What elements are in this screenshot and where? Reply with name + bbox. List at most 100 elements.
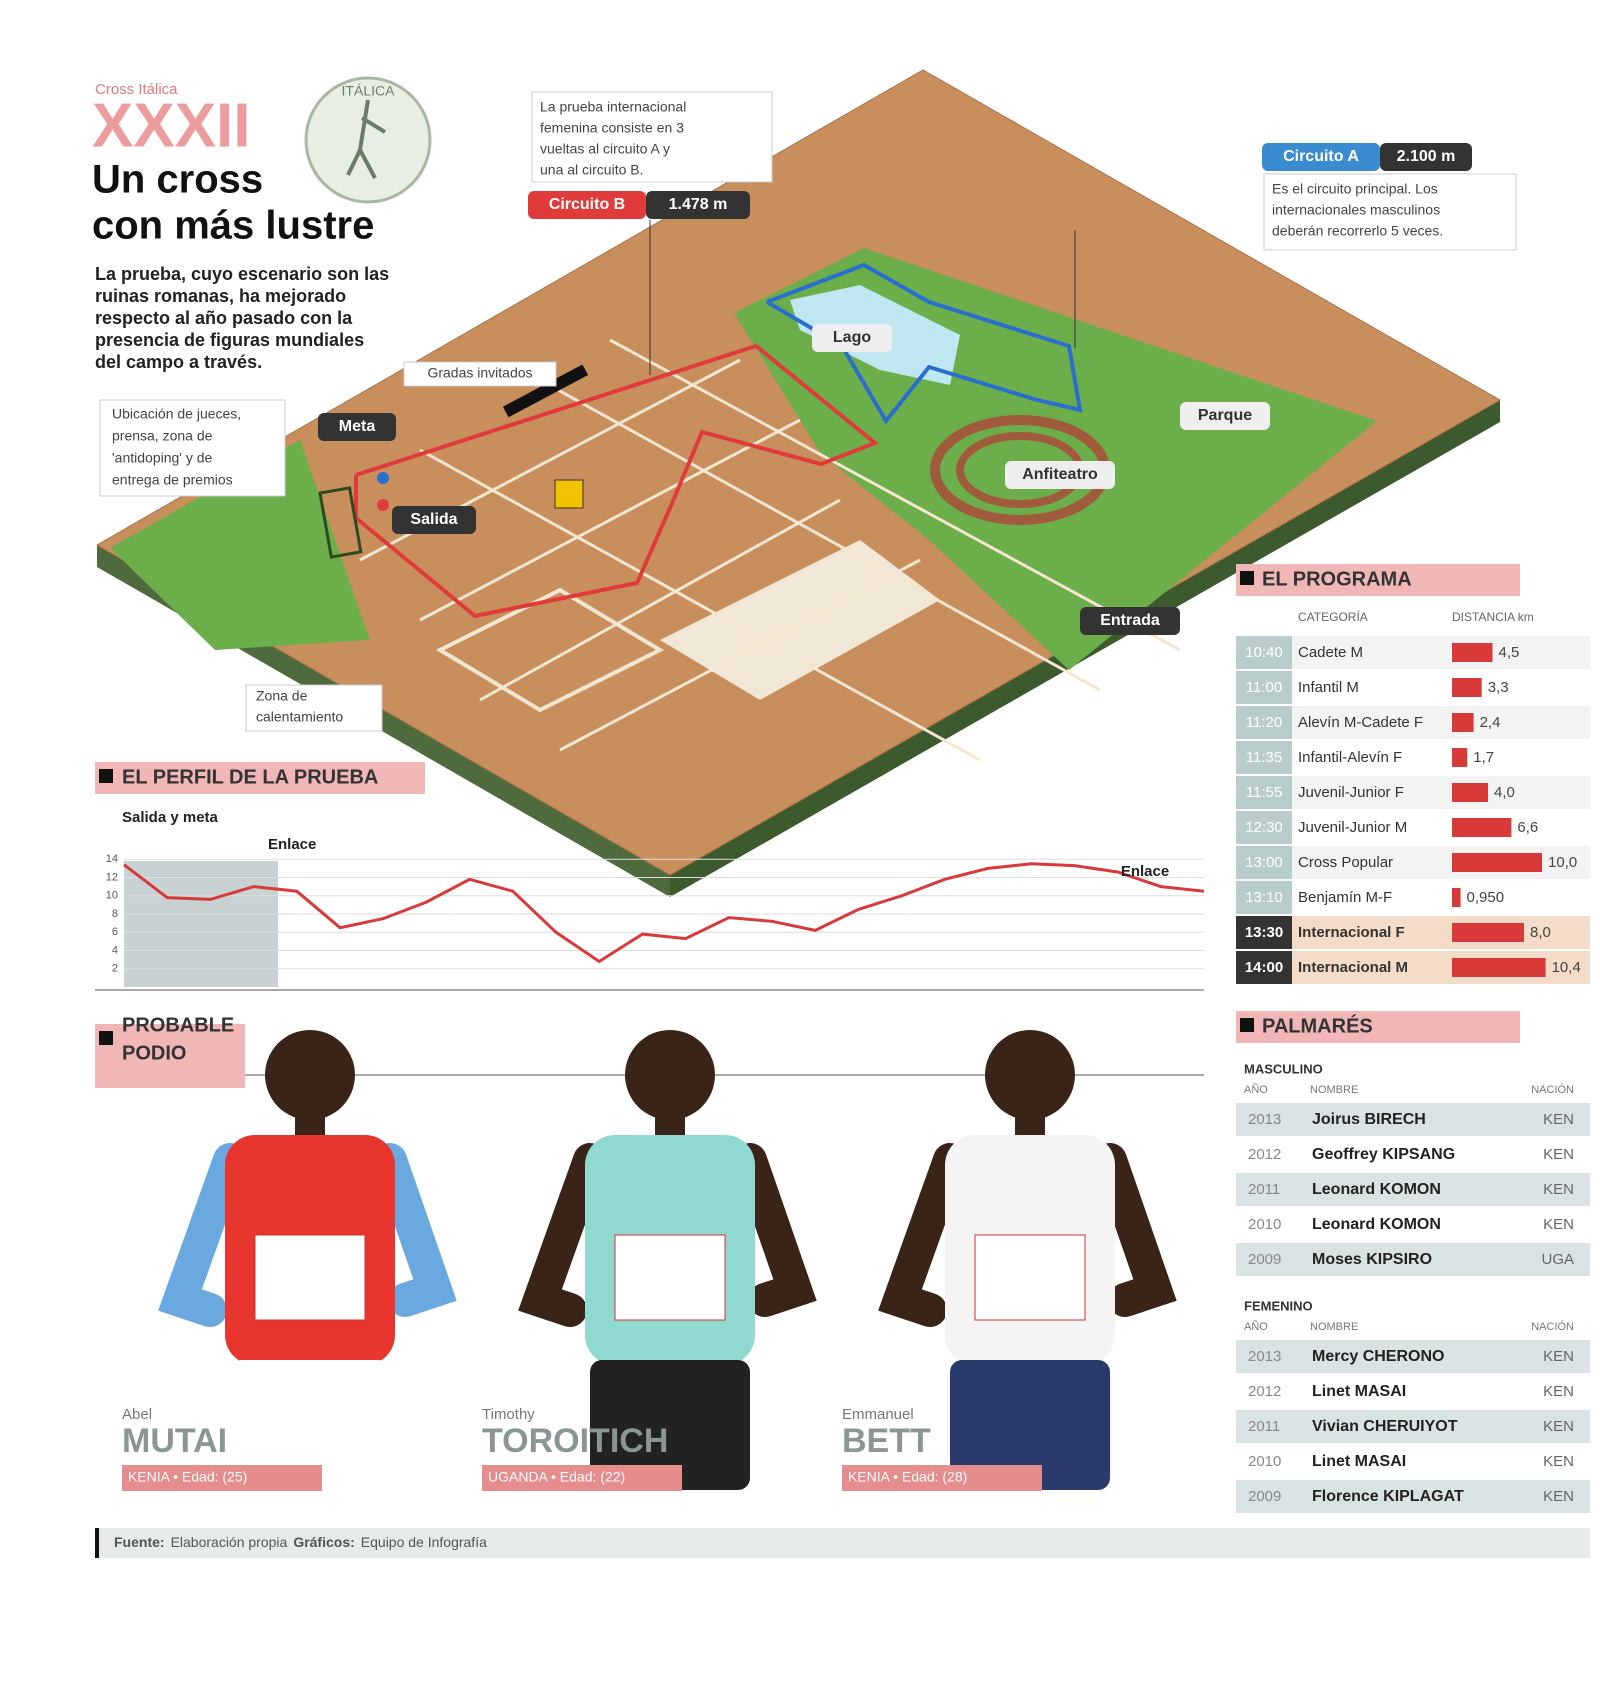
logo-text: ITÁLICA [342,83,396,99]
profile-line [123,862,1205,964]
circuit-a-route [765,262,1083,425]
section-heading: EL PERFIL DE LA PRUEBA [122,766,378,788]
year: 2012 [1248,1146,1281,1163]
map-label-bg [1080,607,1180,635]
year: 2010 [1248,1216,1281,1233]
column-header: NOMBRE [1310,1084,1358,1096]
time: 11:00 [1246,679,1282,696]
row-bg [1236,706,1590,739]
time: 13:30 [1245,924,1283,941]
time: 11:55 [1246,784,1282,801]
distance-label: 2,4 [1480,714,1501,731]
map-label: Parque [1198,407,1252,424]
athlete-bib [974,1234,1086,1321]
athlete-arms [518,1143,817,1327]
profile-annotation: Salida y meta [122,809,219,826]
map-label: calentamiento [256,709,343,725]
note-box [1263,173,1517,251]
athlete-bib [254,1234,366,1321]
time-cell [1236,741,1292,774]
year: 2009 [1248,1488,1281,1505]
map-label-bg [1005,461,1115,489]
intro-text: La prueba, cuyo escenario son las [95,264,389,284]
athlete-shorts [950,1360,1110,1490]
map-label: Salida [410,511,457,528]
circuit-note: femenina consiste en 3 [540,120,684,136]
athlete-last-name: TOROITICH [482,1422,668,1460]
stands [502,364,589,418]
time: 13:10 [1245,889,1283,906]
distance-label: 3,3 [1488,679,1509,696]
kicker: Cross Itálica [95,81,178,98]
winner: Joirus BIRECH [1312,1111,1426,1128]
logo [304,76,432,204]
distance-bar [1452,958,1546,977]
group-title: FEMENINO [1244,1298,1313,1313]
nation: KEN [1543,1146,1574,1163]
category: Cadete M [1298,644,1363,661]
section-heading-bg [95,1024,245,1088]
athlete-first-name: Timothy [482,1406,535,1423]
row-bg [1236,1480,1590,1513]
column-header: NACIÓN [1531,1083,1574,1096]
circuit-note: vueltas al circuito A y [540,141,670,157]
circuit-note: La prueba internacional [540,99,686,115]
winner: Linet MASAI [1312,1383,1406,1400]
year: 2010 [1248,1453,1281,1470]
time-cell [1236,916,1292,949]
distance-label: 1,7 [1473,749,1494,766]
category: Infantil M [1298,679,1359,696]
year: 2009 [1248,1251,1281,1268]
time: 14:00 [1245,959,1283,976]
map-label: Gradas invitados [427,365,532,381]
distance-label: 8,0 [1530,924,1551,941]
year: 2011 [1248,1418,1280,1435]
section-heading: PODIO [122,1042,186,1064]
distance-bar [1452,783,1488,802]
map-label: Entrada [1100,612,1160,629]
circuit-b-length: 1.478 m [669,196,728,213]
row-bg [1236,1243,1590,1276]
year: 2011 [1248,1181,1280,1198]
athlete-info: UGANDA • Edad: (22) [488,1469,625,1485]
note-box [531,91,773,183]
nation: UGA [1541,1251,1574,1268]
map-label-bg [812,324,892,352]
nation: KEN [1543,1111,1574,1128]
column-header: AÑO [1244,1083,1268,1096]
logo-figure [346,99,387,179]
section-heading-square [99,1031,113,1045]
time: 10:40 [1245,644,1283,661]
nation: KEN [1543,1453,1574,1470]
footer-graphics-label: Gráficos: [293,1534,354,1550]
footer-text: Fuente: Elaboración propia Gráficos: Equipo… [114,1534,487,1550]
athlete-info: KENIA • Edad: (28) [848,1469,967,1485]
officials-note: Ubicación de jueces, [112,406,241,422]
map-label: Zona de [256,688,308,704]
map-label-bg [1180,402,1270,430]
note-box [99,399,286,497]
column-header: AÑO [1244,1320,1268,1333]
time-cell [1236,671,1292,704]
footer-mark [95,1528,99,1558]
footer-bar [95,1528,1590,1558]
winner: Florence KIPLAGAT [1312,1488,1464,1505]
title: Un cross [92,158,263,202]
distance-bar [1452,888,1461,907]
park-area [110,440,370,650]
intro-text: respecto al año pasado con la [95,308,353,328]
distance-label: 4,0 [1494,784,1515,801]
distance-label: 10,4 [1552,959,1581,976]
footer-graphics: Equipo de Infografía [361,1534,487,1550]
category: Internacional F [1298,924,1405,941]
officials-note: prensa, zona de [112,428,213,444]
time-cell [1236,776,1292,809]
distance-label: 0,950 [1467,889,1505,906]
athlete-head [625,1030,715,1120]
category: Cross Popular [1298,854,1393,871]
y-tick-label: 14 [106,853,118,865]
circuit-note: una al circuito B. [540,162,644,178]
row-bg [1236,1103,1590,1136]
section-heading-bg [1236,564,1520,596]
